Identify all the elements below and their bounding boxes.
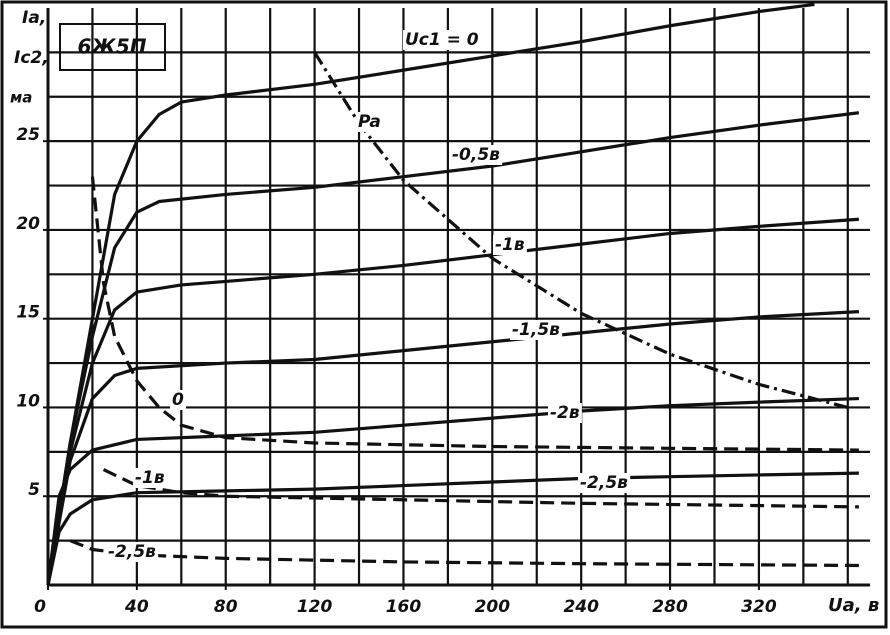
x-tick-label: 0 (34, 597, 46, 617)
series-line (46, 471, 859, 586)
x-tick-label: 240 (563, 597, 599, 617)
label-bg (133, 468, 167, 488)
curve-label: Uc1 = 0 (405, 30, 479, 50)
series-line (90, 176, 859, 452)
x-tick-label: 200 (475, 597, 511, 617)
y-axis-label: ма (10, 89, 32, 107)
y-tick-label: 25 (16, 125, 40, 145)
y-tick-label: 5 (28, 480, 40, 500)
curve-label: Pa (358, 112, 381, 132)
y-tick-label: 10 (16, 391, 40, 411)
series-line (102, 468, 859, 509)
label-bg (510, 320, 563, 340)
series-line (46, 396, 859, 586)
curve-label: -0,5в (452, 145, 500, 165)
series-line (46, 111, 860, 586)
series-line (46, 217, 860, 586)
label-bg (356, 112, 383, 132)
series-line (46, 2, 815, 586)
series-line (46, 309, 859, 586)
y-tick-label: 20 (16, 214, 40, 234)
x-tick-label: 160 (386, 597, 422, 617)
x-tick-label: 40 (124, 597, 149, 617)
x-tick-label: 80 (214, 597, 238, 617)
curve-label: -1в (495, 235, 525, 255)
label-bg (106, 542, 159, 562)
curve-label: -2в (550, 403, 580, 423)
label-bg (578, 473, 631, 493)
y-axis-label: Ic2, (14, 48, 49, 68)
label-bg (450, 145, 503, 165)
x-axis-label: Ua, в (828, 595, 879, 616)
curve-label: -2,5в (108, 542, 156, 562)
y-axis-label: Ia, (22, 8, 46, 28)
label-bg (170, 390, 186, 410)
label-bg (403, 30, 481, 50)
curve-label: -1в (135, 468, 165, 488)
label-bg (493, 235, 527, 255)
label-bg (548, 403, 582, 423)
x-tick-label: 120 (297, 597, 333, 617)
chart-title: 6Ж5П (77, 35, 146, 59)
title-box (59, 23, 166, 71)
series-line (69, 539, 859, 568)
curve-label: 0 (172, 390, 184, 410)
x-tick-label: 320 (741, 597, 777, 617)
x-tick-label: 280 (652, 597, 688, 617)
series-line (313, 51, 849, 410)
curve-label: -2,5в (580, 473, 628, 493)
curve-label: -1,5в (512, 320, 560, 340)
y-tick-label: 15 (16, 303, 40, 323)
